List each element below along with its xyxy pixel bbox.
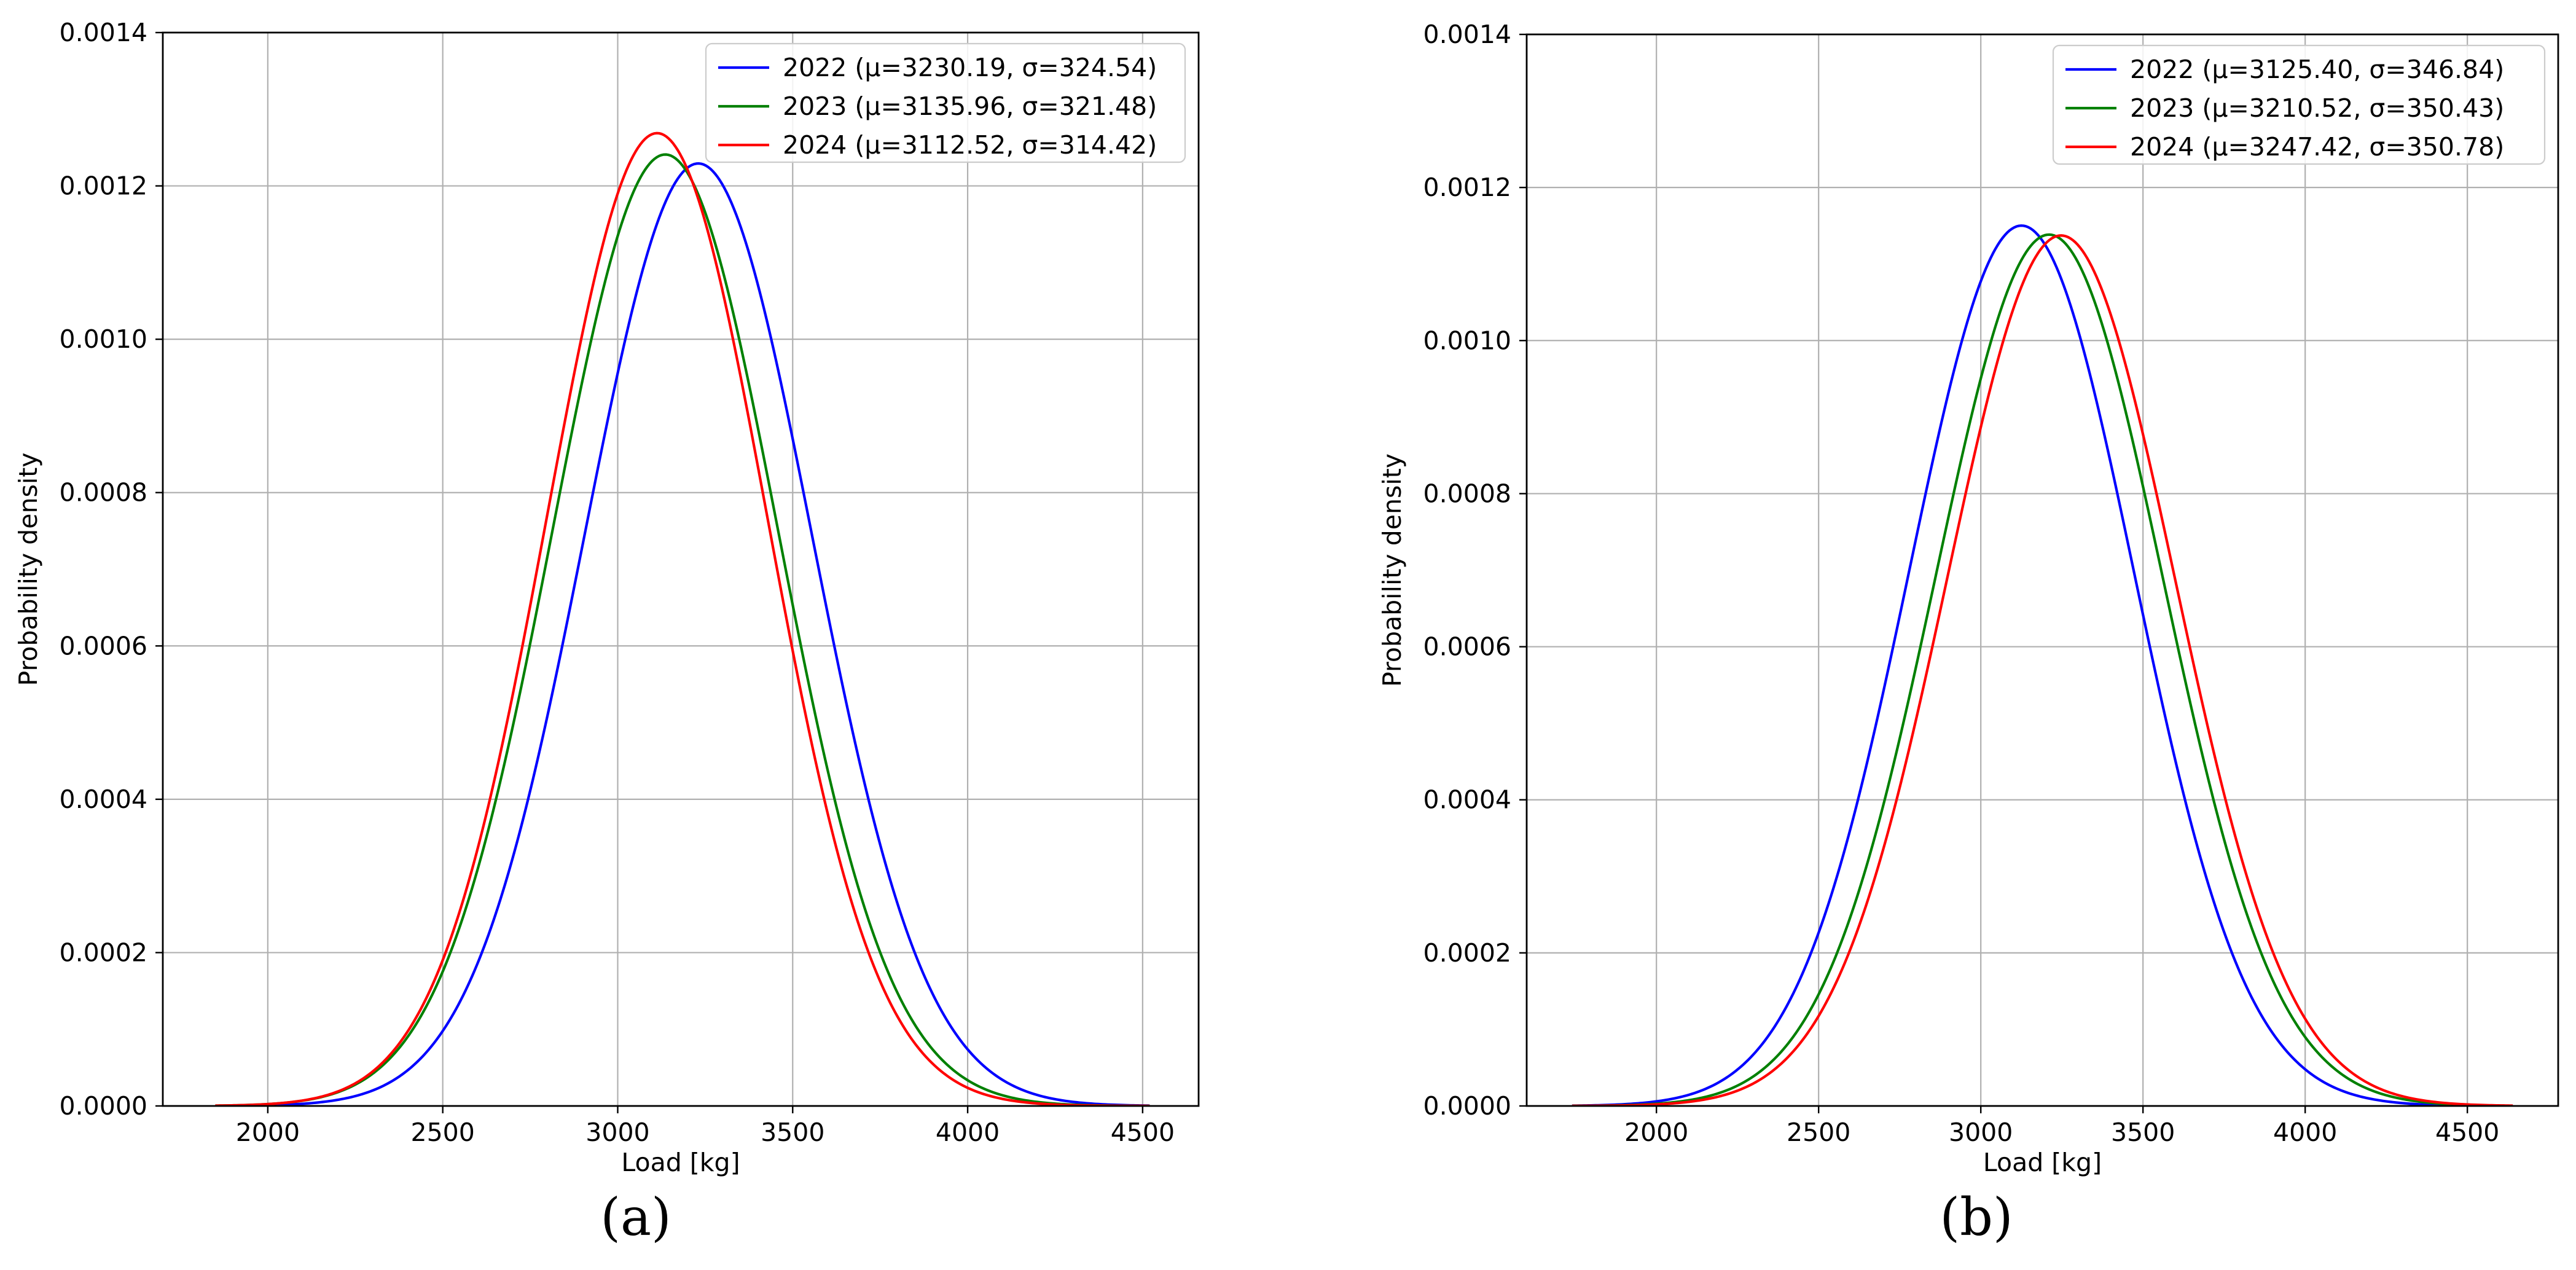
legend-entry-2: 2024 (μ=3247.42, σ=350.78) <box>2130 132 2504 162</box>
legend: 2022 (μ=3230.19, σ=324.54) 2023 (μ=3135.9… <box>705 42 1186 163</box>
x-tick-label-0: 2000 <box>236 1118 300 1147</box>
legend-entry-1: 2023 (μ=3135.96, σ=321.48) <box>783 92 1157 121</box>
x-tick-label-1: 2500 <box>1787 1118 1850 1147</box>
x-axis-label: Load [kg] <box>621 1148 740 1177</box>
series-group <box>215 131 1150 1106</box>
y-tick-label-3: 0.0006 <box>60 631 147 660</box>
y-tick-label-4: 0.0008 <box>1423 479 1511 508</box>
y-tick-label-3: 0.0006 <box>1423 632 1511 662</box>
series-line-2024 <box>215 131 1150 1106</box>
chart-panel-a: 2000 2500 3000 3500 4000 4500 0.0000 0.0002 0.00… <box>14 18 1200 1247</box>
x-tick-label-3: 3500 <box>2111 1118 2175 1147</box>
legend: 2022 (μ=3125.40, σ=346.84) 2023 (μ=3210.5… <box>2052 44 2546 165</box>
x-tick-label-2: 3000 <box>1949 1118 2013 1147</box>
panel-caption: (b) <box>1940 1187 2013 1247</box>
y-tick-label-1: 0.0002 <box>60 938 147 967</box>
y-tick-label-0: 0.0000 <box>60 1091 147 1121</box>
y-tick-label-6: 0.0012 <box>1423 173 1511 202</box>
x-tick-label-3: 3500 <box>761 1118 824 1147</box>
x-tick-label-4: 4000 <box>936 1118 1000 1147</box>
series-line-2023 <box>215 153 1150 1106</box>
legend-entry-0: 2022 (μ=3125.40, σ=346.84) <box>2130 55 2504 84</box>
y-tick-label-5: 0.0010 <box>1423 326 1511 355</box>
chart-panel-b: 2000 2500 3000 3500 4000 4500 0.0000 0.0002 0.00… <box>1377 20 2559 1247</box>
series-group <box>1572 224 2513 1106</box>
series-line-2023 <box>1572 233 2513 1106</box>
x-axis-label: Load [kg] <box>1983 1148 2102 1177</box>
legend-entry-2: 2024 (μ=3112.52, σ=314.42) <box>783 130 1157 160</box>
x-tick-label-2: 3000 <box>585 1118 649 1147</box>
series-line-2024 <box>1572 234 2513 1106</box>
panel-caption: (a) <box>600 1187 671 1247</box>
legend-entry-0: 2022 (μ=3230.19, σ=324.54) <box>783 53 1157 82</box>
plot-frame <box>162 31 1200 1107</box>
y-tick-label-2: 0.0004 <box>1423 785 1511 815</box>
y-tick-label-2: 0.0004 <box>60 785 147 814</box>
y-tick-label-7: 0.0014 <box>1423 20 1511 49</box>
x-tick-label-5: 4500 <box>1111 1118 1175 1147</box>
y-tick-label-4: 0.0008 <box>60 478 147 508</box>
plot-frame <box>1525 33 2559 1107</box>
y-tick-label-5: 0.0010 <box>60 324 147 354</box>
series-line-2022 <box>215 162 1150 1106</box>
x-tick-label-5: 4500 <box>2435 1118 2499 1147</box>
x-tick-label-1: 2500 <box>411 1118 475 1147</box>
y-axis-label: Probability density <box>1377 453 1407 687</box>
y-tick-label-6: 0.0012 <box>60 171 147 201</box>
x-tick-label-0: 2000 <box>1624 1118 1688 1147</box>
x-tick-label-4: 4000 <box>2273 1118 2337 1147</box>
legend-box <box>2052 44 2546 165</box>
series-line-2022 <box>1572 224 2513 1106</box>
y-tick-label-1: 0.0002 <box>1423 938 1511 968</box>
y-tick-label-7: 0.0014 <box>60 18 147 47</box>
y-axis-label: Probability density <box>14 452 43 686</box>
legend-box <box>705 42 1186 163</box>
y-tick-label-0: 0.0000 <box>1423 1091 1511 1121</box>
legend-entry-1: 2023 (μ=3210.52, σ=350.43) <box>2130 93 2504 123</box>
